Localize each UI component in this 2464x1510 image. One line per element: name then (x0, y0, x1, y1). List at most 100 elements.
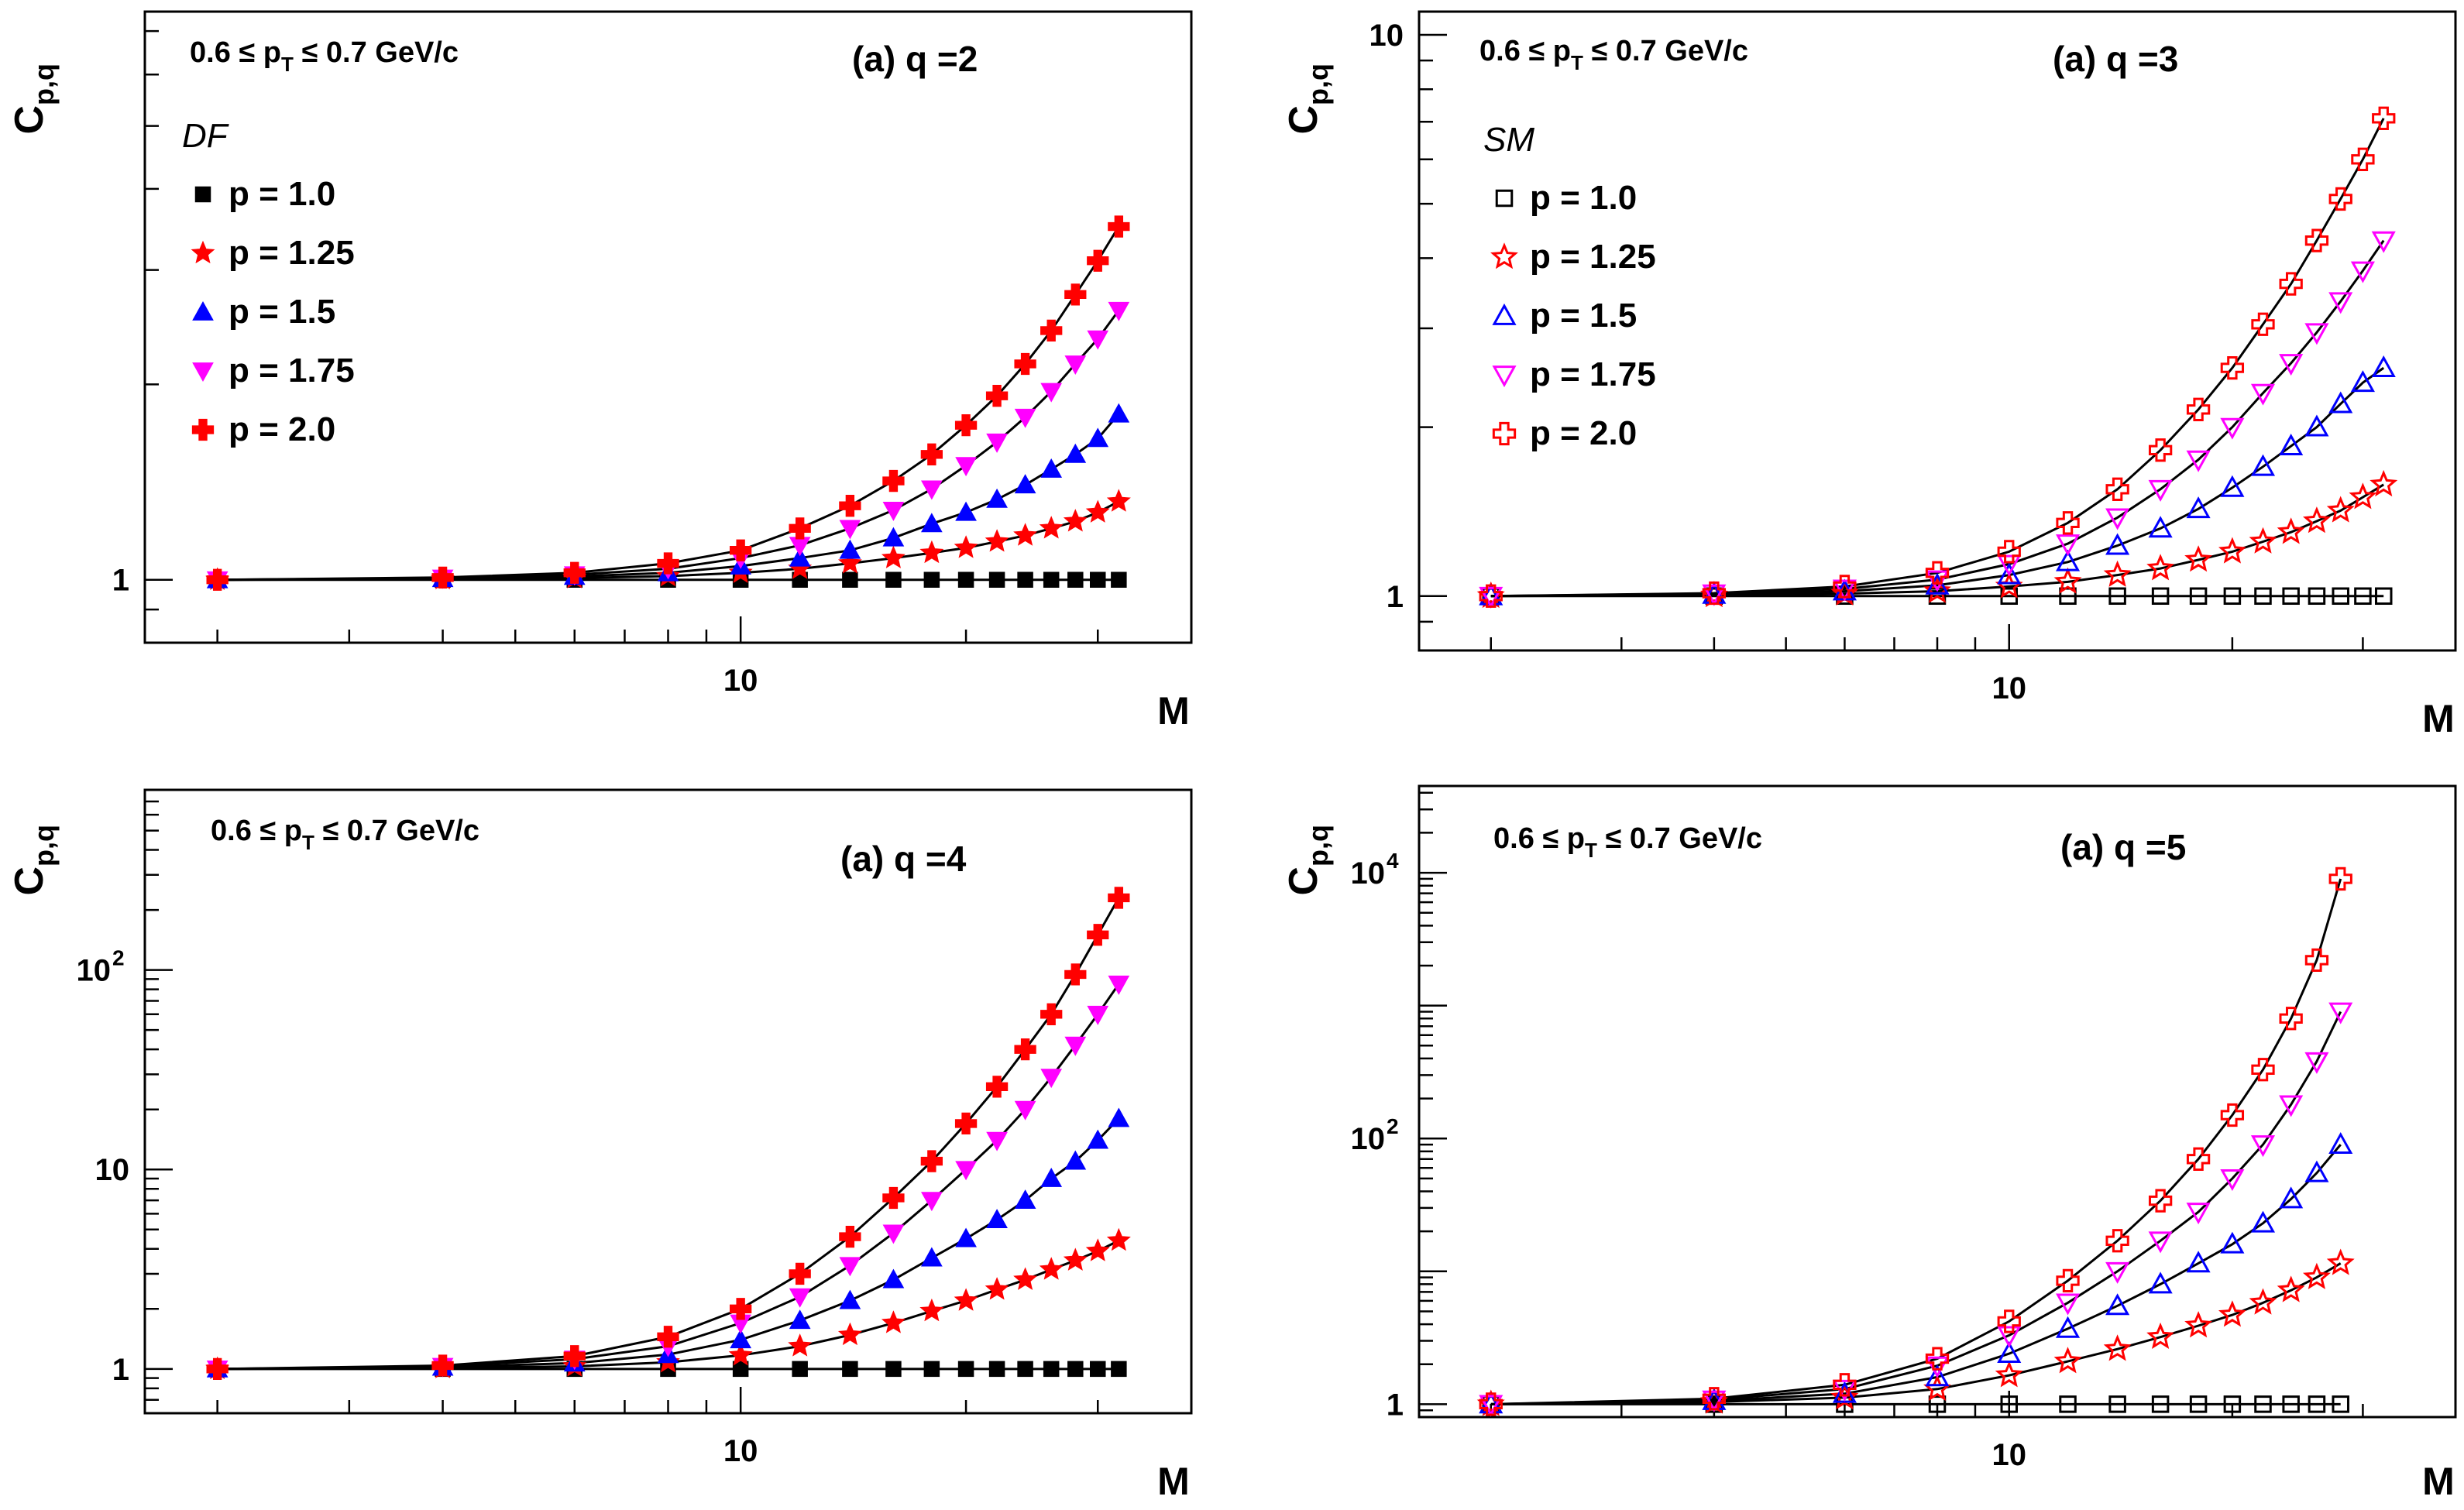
data-point (1479, 586, 1503, 609)
data-point (2250, 1210, 2276, 1233)
panel-title: (a) q =2 (852, 39, 978, 79)
plot-frame (1418, 784, 2457, 1419)
y-axis-label-main: C (7, 867, 52, 896)
y-tick-label: 1 (1387, 1388, 1404, 1422)
data-point (1014, 352, 1036, 376)
data-point (2105, 1293, 2130, 1316)
data-point (1479, 584, 1503, 608)
data-point (1995, 1361, 2023, 1388)
data-point (882, 469, 905, 492)
data-point (2250, 454, 2276, 476)
data-point (206, 1357, 229, 1380)
legend-title: SM (1483, 121, 1534, 159)
legend-entry: p = 1.0 (229, 175, 335, 213)
data-point (1111, 1361, 1127, 1378)
data-point (842, 571, 858, 588)
data-point (923, 1361, 940, 1378)
data-point (2332, 587, 2349, 606)
data-point (1087, 427, 1109, 448)
panel-title: (a) q =5 (2060, 827, 2186, 867)
data-point (2148, 1189, 2173, 1213)
data-point (2332, 1395, 2349, 1413)
data-point (1087, 330, 1109, 350)
data-point (921, 1247, 943, 1267)
data-point (2220, 475, 2245, 497)
data-point (2218, 537, 2246, 564)
data-point (2056, 511, 2080, 535)
x-tick-label: 10 (723, 664, 758, 698)
data-point (839, 520, 861, 540)
data-point (921, 513, 943, 533)
data-point (789, 1309, 811, 1330)
legend-marker (1490, 242, 1518, 269)
data-point (2184, 1311, 2213, 1338)
y-axis-label-main: C (7, 105, 52, 135)
pt-cut-sub: T (302, 831, 314, 854)
data-point (1043, 571, 1060, 588)
data-point (1702, 1390, 1727, 1412)
y-axis-label: Cp,q (1281, 63, 1334, 135)
data-point (882, 501, 905, 521)
data-point (2251, 312, 2275, 336)
data-point (1064, 963, 1087, 986)
data-point (431, 1354, 454, 1377)
data-point (985, 529, 1009, 552)
data-point (2056, 1268, 2080, 1293)
data-point (2304, 1160, 2329, 1182)
pt-cut-text: 0.6 ≤ pT ≤ 0.7 GeV/c (211, 815, 479, 854)
data-point (2000, 1395, 2019, 1413)
fit-curve-1 (217, 1239, 1119, 1371)
data-point (923, 571, 940, 588)
data-point (1833, 575, 1857, 599)
pt-cut-suffix: ≤ 0.7 GeV/c (314, 815, 479, 847)
data-point (1833, 1373, 1857, 1397)
legend-entry: p = 1.5 (229, 293, 335, 331)
y-axis-label: Cp,q (7, 825, 60, 896)
data-point (2372, 106, 2396, 130)
data-point (2186, 1251, 2211, 1273)
data-point (954, 414, 978, 437)
data-point (954, 1288, 978, 1311)
data-point (2223, 587, 2242, 606)
data-point (2328, 1131, 2353, 1154)
data-point (2249, 1288, 2277, 1315)
data-point (2350, 370, 2375, 393)
data-point (2279, 354, 2304, 376)
data-point (788, 1333, 813, 1357)
x-axis-label: M (1157, 1460, 1190, 1503)
data-point (1702, 581, 1727, 606)
data-point (1064, 1036, 1087, 1056)
data-point (985, 1277, 1009, 1300)
data-point (2371, 231, 2396, 253)
data-point (2186, 1203, 2211, 1225)
data-point (2055, 1293, 2081, 1316)
legend-marker (1492, 421, 1517, 446)
series-3 (206, 975, 1130, 1380)
data-point (1699, 580, 1728, 608)
data-point (1087, 1005, 1109, 1025)
data-point (2059, 1395, 2077, 1413)
data-point (986, 1131, 1008, 1151)
data-point (1087, 1129, 1109, 1149)
data-point (2282, 1395, 2300, 1413)
data-point (986, 488, 1008, 508)
data-point (2220, 355, 2245, 380)
y-tick-exponent: 4 (1387, 849, 1399, 873)
series-3 (1479, 1002, 2353, 1417)
data-point (2374, 587, 2393, 606)
data-point (728, 1342, 753, 1366)
fit-curve-2 (217, 1117, 1120, 1371)
data-point (2304, 1052, 2329, 1074)
data-point (837, 551, 862, 574)
data-point (839, 1257, 861, 1277)
data-point (730, 1329, 752, 1349)
fit-curve-4 (217, 897, 1120, 1371)
pt-cut-prefix: 0.6 ≤ p (1479, 35, 1571, 67)
y-tick-label: 10 (1351, 1122, 1386, 1156)
legend: SM p = 1.0 p = 1.25 p = 1.5 p = 1.75 p = 2.0 (1483, 121, 1656, 452)
data-point (2304, 414, 2329, 437)
data-point (2349, 482, 2377, 510)
data-point (2250, 383, 2276, 406)
